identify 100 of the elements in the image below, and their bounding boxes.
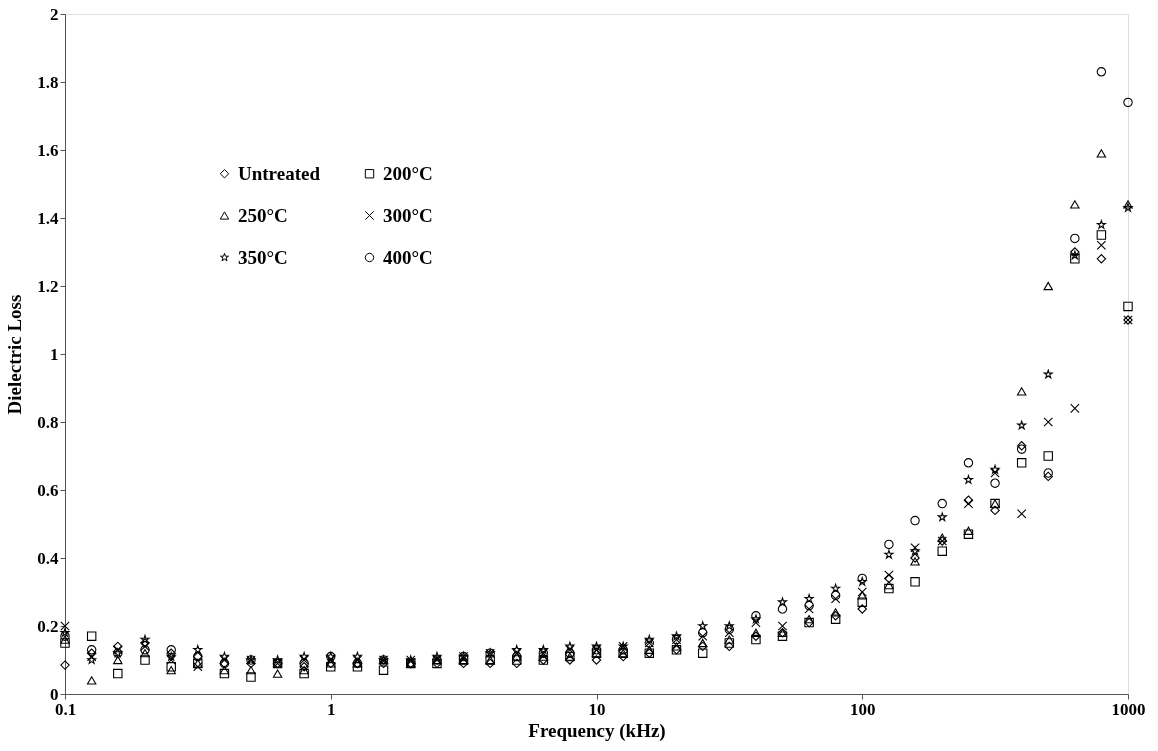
point <box>857 573 867 584</box>
point <box>1096 67 1107 77</box>
point <box>963 529 974 539</box>
point <box>60 631 70 641</box>
y-tick-label: 0.4 <box>37 548 59 568</box>
point <box>60 660 70 670</box>
legend-label: 400°C <box>383 246 433 268</box>
point <box>219 666 230 675</box>
point <box>1070 403 1080 414</box>
point <box>86 631 97 641</box>
point <box>246 666 256 675</box>
point <box>804 615 814 624</box>
point <box>272 669 283 678</box>
point <box>857 591 867 600</box>
point <box>910 553 920 563</box>
point <box>777 621 788 631</box>
x-tick-label: 1000 <box>1111 699 1146 719</box>
point <box>937 512 947 522</box>
point <box>378 665 389 675</box>
y-tick-label: 0.6 <box>37 480 59 500</box>
point <box>1043 468 1053 478</box>
x-axis-title: Frequency (kHz) <box>528 719 666 742</box>
point <box>857 587 867 597</box>
point <box>219 651 229 661</box>
point <box>937 533 947 542</box>
point <box>910 515 920 526</box>
point <box>751 628 761 637</box>
point <box>1123 200 1133 209</box>
point <box>724 624 735 635</box>
y-tick-label: 1.4 <box>37 208 59 228</box>
point <box>1043 281 1053 291</box>
point <box>1043 451 1053 461</box>
point <box>565 641 575 651</box>
point <box>937 546 947 556</box>
y-axis-title: Dielectric Loss <box>4 294 26 415</box>
point <box>60 635 70 644</box>
point <box>777 597 788 607</box>
point <box>644 634 654 644</box>
point <box>884 570 894 580</box>
y-tick-label: 0.2 <box>37 616 59 636</box>
point <box>857 597 867 607</box>
y-tick-label: 1.8 <box>37 72 59 92</box>
legend-label: 350°C <box>238 246 288 268</box>
point <box>724 638 735 648</box>
point <box>697 641 708 652</box>
y-tick-label: 0.8 <box>37 412 59 432</box>
point <box>1016 387 1027 396</box>
point <box>246 672 256 682</box>
point <box>299 662 309 672</box>
point <box>963 475 973 484</box>
point <box>724 621 734 630</box>
point <box>830 594 841 604</box>
point <box>777 604 788 614</box>
point <box>113 655 123 665</box>
point <box>724 628 735 638</box>
point <box>166 666 176 675</box>
point <box>60 621 70 631</box>
point <box>299 666 309 675</box>
point <box>963 495 974 505</box>
point <box>963 526 974 535</box>
point <box>512 645 522 654</box>
point <box>352 651 362 661</box>
point <box>1096 240 1107 250</box>
point <box>724 641 735 652</box>
point <box>299 668 309 679</box>
point <box>140 634 150 644</box>
point <box>1016 509 1027 519</box>
point <box>1043 417 1053 427</box>
point <box>140 655 150 665</box>
y-tick-label: 1.6 <box>37 140 59 160</box>
point <box>193 662 203 672</box>
point <box>1096 230 1107 240</box>
point <box>299 658 309 669</box>
point <box>1123 301 1133 312</box>
point <box>1070 254 1080 264</box>
point <box>990 468 1000 478</box>
point <box>60 628 70 637</box>
point <box>565 655 575 665</box>
point <box>884 539 894 550</box>
point <box>697 648 708 658</box>
point <box>591 641 602 651</box>
point <box>273 655 283 664</box>
point <box>140 649 150 658</box>
point <box>299 655 309 665</box>
point <box>140 638 150 648</box>
point <box>804 600 814 611</box>
point <box>1096 149 1107 158</box>
point <box>352 662 363 672</box>
point <box>86 676 97 685</box>
point <box>910 577 920 587</box>
point <box>857 604 867 614</box>
point <box>884 583 894 594</box>
point <box>1123 97 1133 108</box>
legend-label: 200°C <box>383 162 433 184</box>
point <box>804 594 814 603</box>
legend-label: 300°C <box>383 204 433 226</box>
point <box>831 583 841 593</box>
point <box>1070 200 1080 209</box>
point <box>87 655 97 664</box>
point <box>1096 254 1107 264</box>
